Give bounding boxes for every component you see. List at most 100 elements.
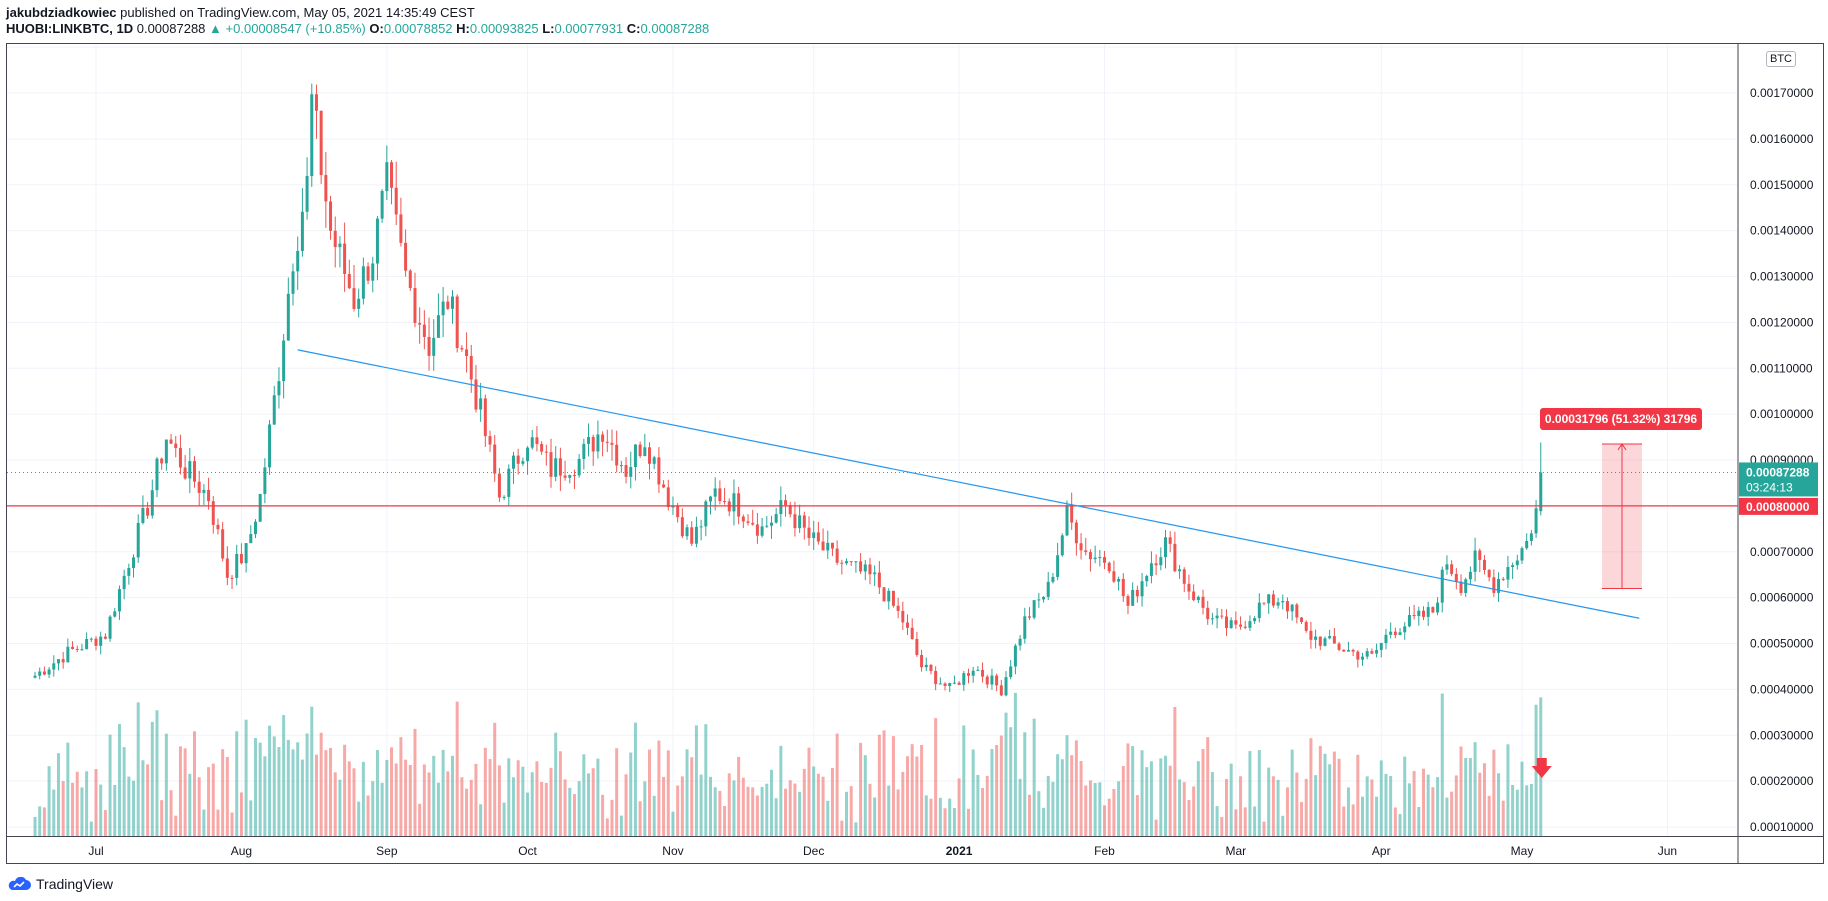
candle-body xyxy=(798,515,802,529)
candle-body xyxy=(357,298,361,309)
candle-body xyxy=(1309,630,1313,640)
candle-body xyxy=(948,683,952,686)
candle-body xyxy=(169,439,173,444)
volume-bar xyxy=(943,808,947,836)
author-name[interactable]: jakubdziadkowiec xyxy=(6,5,117,20)
candle-body xyxy=(1164,537,1167,558)
volume-bar xyxy=(1332,751,1336,836)
volume-bar xyxy=(610,799,614,836)
candle-body xyxy=(33,675,37,678)
volume-bar xyxy=(42,807,46,836)
volume-bar xyxy=(230,812,234,836)
x-tick-label: Jul xyxy=(88,844,103,858)
volume-bar xyxy=(1224,778,1228,836)
volume-bar xyxy=(197,777,201,836)
last-price-badge xyxy=(1739,462,1818,497)
volume-bar xyxy=(779,745,783,836)
candle-body xyxy=(85,638,89,650)
x-tick-label: Nov xyxy=(662,844,683,858)
candle-body xyxy=(1436,602,1440,613)
candle-body xyxy=(1271,594,1275,606)
candle-body xyxy=(615,444,619,466)
volume-bar xyxy=(1168,765,1172,836)
candle-body xyxy=(291,271,295,294)
volume-bar xyxy=(985,775,989,836)
volume-bar xyxy=(1051,781,1055,836)
candle-body xyxy=(887,590,891,602)
volume-bar xyxy=(1149,761,1153,836)
currency-unit-badge[interactable]: BTC xyxy=(1766,51,1796,67)
candle-body xyxy=(474,379,478,410)
volume-bar xyxy=(127,776,131,836)
candle-body xyxy=(99,636,103,646)
projection-arrow-head xyxy=(1617,443,1627,451)
volume-bar xyxy=(1407,783,1411,836)
candle-body xyxy=(1220,615,1224,617)
candle-body xyxy=(296,250,300,272)
candle-body xyxy=(47,669,51,675)
volume-bar xyxy=(652,795,656,836)
volume-bar xyxy=(394,763,398,836)
y-tick-label: 0.00120000 xyxy=(1750,315,1814,329)
candle-body xyxy=(572,475,576,477)
candle-body xyxy=(253,521,257,535)
volume-bar xyxy=(1361,796,1365,836)
volume-bar xyxy=(877,734,881,836)
volume-bar xyxy=(1079,760,1083,836)
x-tick-label: 2021 xyxy=(946,844,973,858)
volume-bar xyxy=(662,776,666,836)
volume-bar xyxy=(61,781,65,836)
ohlc-legend: HUOBI:LINKBTC, 1D 0.00087288 ▲ +0.000085… xyxy=(6,21,709,36)
candle-body xyxy=(962,673,966,685)
candle-body xyxy=(1009,666,1013,678)
candle-body xyxy=(938,683,942,685)
candle-body xyxy=(1060,535,1064,556)
volume-bar xyxy=(1440,693,1444,836)
volume-bar xyxy=(1196,761,1200,836)
volume-bar xyxy=(840,820,844,836)
candle-body xyxy=(521,461,525,464)
volume-bar xyxy=(981,788,985,836)
y-tick-label: 0.00150000 xyxy=(1750,178,1814,192)
volume-bar xyxy=(1210,772,1214,836)
candle-body xyxy=(75,648,79,650)
volume-bar xyxy=(1511,784,1515,836)
volume-bar xyxy=(1398,814,1402,836)
candle-body xyxy=(915,638,919,655)
volume-bar xyxy=(89,821,93,836)
candle-body xyxy=(263,467,267,494)
volume-bar xyxy=(333,772,337,836)
candle-body xyxy=(1370,651,1374,654)
candle-body xyxy=(174,443,178,449)
candle-body xyxy=(718,488,722,502)
volume-bar xyxy=(202,809,206,836)
volume-bar xyxy=(239,792,243,836)
tradingview-brand[interactable]: TradingView xyxy=(6,876,113,892)
price-change: ▲ +0.00008547 (+10.85%) xyxy=(209,21,366,36)
volume-bar xyxy=(1135,795,1139,836)
candle-body xyxy=(394,187,398,215)
volume-bar xyxy=(920,744,924,836)
volume-bar xyxy=(708,776,712,836)
volume-bar xyxy=(117,723,121,836)
volume-bar xyxy=(769,769,773,836)
volume-bar xyxy=(221,749,225,836)
volume-bar xyxy=(1145,767,1149,836)
volume-bar xyxy=(587,773,591,836)
candle-body xyxy=(812,532,816,539)
candle-body xyxy=(1145,575,1149,582)
y-tick-label: 0.00100000 xyxy=(1750,407,1814,421)
volume-bar xyxy=(1290,749,1294,836)
volume-bar xyxy=(502,802,506,836)
volume-bar xyxy=(624,774,628,836)
candle-body xyxy=(1337,643,1341,650)
volume-bar xyxy=(1393,807,1397,836)
volume-bar xyxy=(511,777,515,836)
y-tick-label: 0.00140000 xyxy=(1750,224,1814,238)
candle-body xyxy=(1431,607,1435,613)
candle-body xyxy=(127,567,131,576)
candle-body xyxy=(141,508,145,523)
volume-bar xyxy=(1492,749,1496,836)
volume-bar xyxy=(174,815,178,836)
